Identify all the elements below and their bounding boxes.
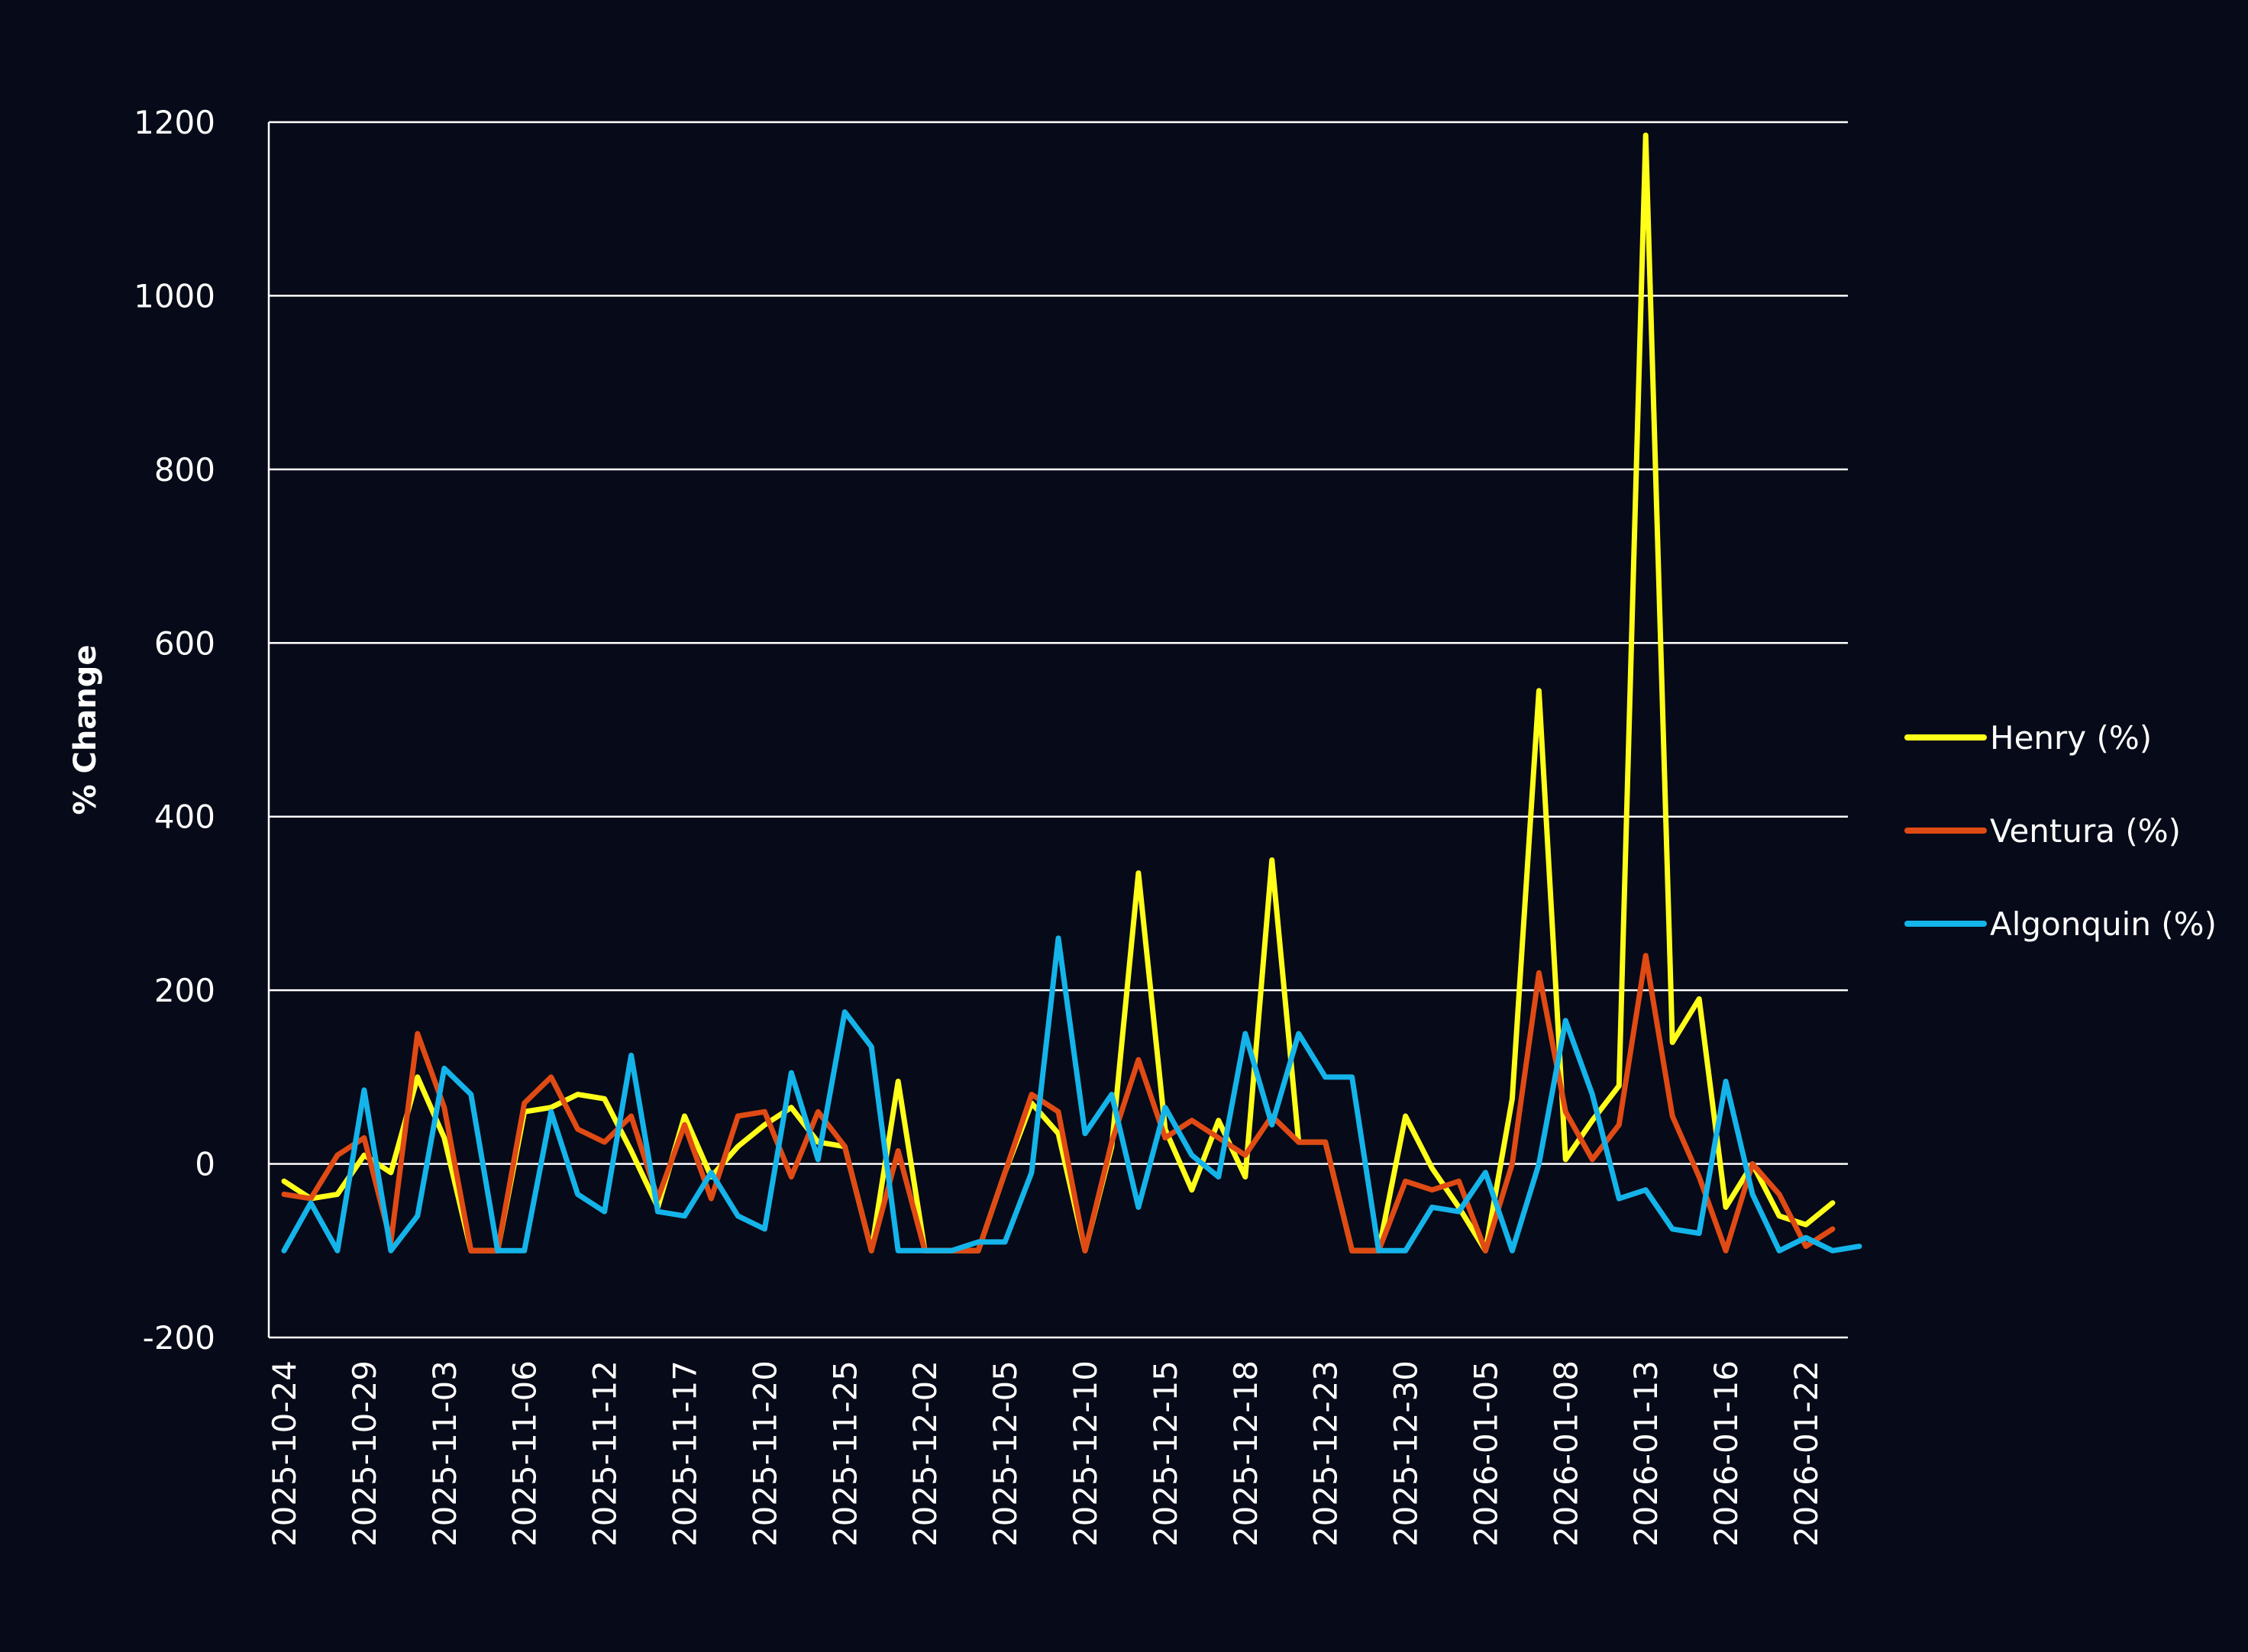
x-tick-label: 2025-12-18 <box>1227 1360 1264 1547</box>
y-axis-ticks: -200 0 200 400 600 800 1000 1200 <box>134 104 215 1357</box>
x-tick-label: 2025-12-23 <box>1307 1360 1345 1547</box>
x-tick-label: 2026-01-05 <box>1467 1360 1504 1547</box>
x-tick-label: 2025-12-10 <box>1067 1360 1104 1547</box>
x-tick-label: 2026-01-22 <box>1788 1360 1825 1547</box>
y-tick-label: 600 <box>154 624 215 662</box>
x-tick-label: 2025-11-03 <box>426 1360 463 1547</box>
grid-lines <box>269 121 1848 1339</box>
x-tick-label: 2025-11-20 <box>746 1360 783 1547</box>
legend: Henry (%) Ventura (%) Algonquin (%) <box>1904 719 2217 943</box>
x-tick-label: 2026-01-08 <box>1547 1360 1584 1547</box>
y-axis-label: % Change <box>68 644 103 815</box>
series-line-0 <box>281 132 1836 1254</box>
legend-label: Henry (%) <box>1990 719 2152 757</box>
x-tick-label: 2025-11-06 <box>506 1360 544 1547</box>
series-lines <box>281 132 1862 1254</box>
x-tick-label: 2026-01-16 <box>1707 1360 1745 1547</box>
x-axis-ticks: 2025-10-24 2025-10-29 2025-11-03 2025-11-06… <box>266 1360 1825 1547</box>
y-tick-label: 800 <box>154 451 215 489</box>
x-tick-label: 2025-10-24 <box>266 1360 303 1547</box>
y-tick-label: 200 <box>154 972 215 1009</box>
y-tick-label: -200 <box>143 1319 215 1357</box>
x-tick-label: 2025-12-05 <box>987 1360 1024 1547</box>
y-tick-label: 1000 <box>134 277 215 315</box>
y-tick-label: 1200 <box>134 104 215 141</box>
series-line-1 <box>281 953 1836 1254</box>
x-tick-label: 2025-12-02 <box>906 1360 944 1547</box>
legend-label: Algonquin (%) <box>1990 905 2217 943</box>
x-tick-label: 2026-01-13 <box>1627 1360 1665 1547</box>
x-tick-label: 2025-12-15 <box>1147 1360 1184 1547</box>
x-tick-label: 2025-12-30 <box>1387 1360 1425 1547</box>
y-tick-label: 400 <box>154 799 215 836</box>
legend-label: Ventura (%) <box>1990 812 2181 850</box>
x-tick-label: 2025-11-25 <box>826 1360 864 1547</box>
x-tick-label: 2025-10-29 <box>346 1360 383 1547</box>
y-tick-label: 0 <box>195 1146 215 1183</box>
x-tick-label: 2025-11-17 <box>666 1360 703 1547</box>
x-tick-label: 2025-11-12 <box>586 1360 624 1547</box>
series-line-2 <box>281 935 1862 1254</box>
